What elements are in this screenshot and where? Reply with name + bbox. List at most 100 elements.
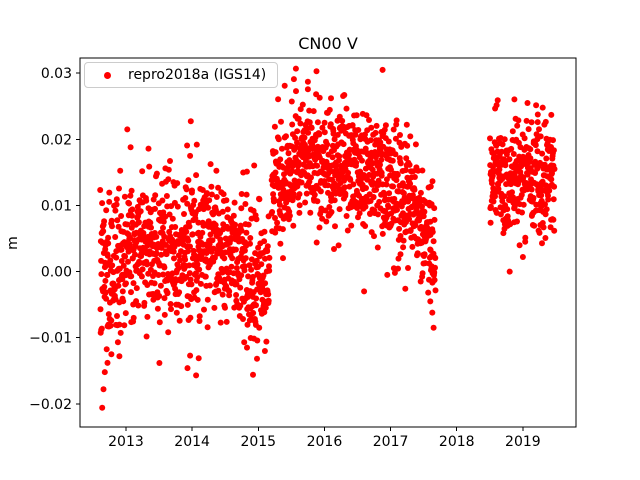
data-point (532, 142, 539, 149)
data-point (97, 187, 104, 193)
data-point (414, 250, 421, 257)
data-point (352, 131, 359, 138)
data-point (230, 212, 237, 219)
data-point (272, 229, 279, 236)
data-point (193, 372, 200, 379)
data-point (163, 251, 170, 258)
data-point (402, 167, 409, 174)
data-point (341, 184, 348, 191)
data-point (390, 126, 397, 133)
data-point (321, 129, 328, 136)
data-point (242, 255, 249, 262)
data-point (310, 143, 316, 150)
data-point (248, 256, 255, 263)
data-point (253, 295, 260, 302)
data-point (402, 285, 409, 292)
data-point (241, 339, 248, 346)
data-point (390, 265, 397, 272)
data-point (550, 147, 557, 154)
data-point (406, 161, 413, 168)
data-point (285, 150, 292, 157)
data-point (427, 298, 434, 305)
data-point (490, 198, 497, 205)
data-point (328, 168, 335, 175)
data-point (277, 240, 284, 247)
data-point (211, 304, 218, 311)
data-point (136, 260, 143, 267)
data-point (153, 233, 160, 240)
data-point (108, 351, 115, 358)
data-point (156, 360, 163, 366)
data-point (101, 218, 108, 225)
data-point (195, 355, 202, 362)
data-point (314, 198, 321, 205)
data-point (536, 126, 542, 133)
legend: repro2018a (IGS14) (84, 62, 278, 88)
data-point (274, 219, 281, 226)
data-point (114, 339, 121, 346)
data-point (405, 265, 411, 271)
data-point (163, 193, 170, 199)
data-point (343, 213, 350, 219)
data-point (539, 150, 546, 157)
data-point (232, 221, 239, 228)
data-point (157, 282, 164, 289)
data-point (167, 301, 174, 307)
data-point (130, 314, 137, 321)
data-point (275, 136, 282, 143)
data-point (336, 206, 343, 213)
data-point (550, 196, 557, 203)
data-point (205, 204, 212, 211)
data-point (520, 201, 527, 208)
data-point (367, 211, 374, 217)
data-point (185, 237, 192, 244)
data-point (334, 131, 341, 138)
data-point (197, 280, 204, 287)
data-point (213, 167, 220, 174)
data-point (100, 386, 107, 393)
data-point (145, 145, 152, 152)
data-point (276, 201, 283, 208)
data-point (420, 213, 427, 220)
data-point (104, 359, 111, 366)
data-point (389, 157, 396, 164)
data-point (292, 65, 299, 72)
data-point (160, 218, 167, 225)
data-point (496, 166, 503, 173)
data-point (331, 246, 337, 252)
data-point (316, 94, 323, 101)
data-point (515, 117, 522, 124)
data-point (174, 180, 181, 187)
data-point (237, 222, 244, 229)
data-point (237, 302, 244, 309)
data-point (328, 95, 334, 102)
data-point (104, 252, 111, 259)
data-point (298, 179, 305, 186)
data-point (147, 219, 154, 226)
data-point (116, 321, 123, 328)
data-point (262, 280, 269, 287)
data-point (514, 122, 521, 129)
data-point (265, 291, 272, 298)
data-point (421, 208, 428, 215)
data-point (212, 222, 219, 228)
data-point (362, 223, 369, 229)
data-point (493, 102, 500, 109)
data-point (323, 218, 330, 225)
data-point (353, 112, 360, 119)
data-point (101, 369, 108, 376)
data-point (243, 168, 250, 175)
data-point (519, 254, 526, 260)
data-point (114, 313, 120, 319)
data-point (294, 128, 301, 135)
data-point (151, 280, 158, 287)
data-point (220, 191, 227, 198)
data-point (144, 313, 151, 320)
data-point (381, 126, 388, 133)
data-point (304, 86, 311, 93)
data-point (243, 191, 250, 198)
data-point (196, 318, 203, 324)
data-point (313, 68, 320, 75)
data-point (431, 205, 438, 212)
data-point (170, 248, 177, 255)
